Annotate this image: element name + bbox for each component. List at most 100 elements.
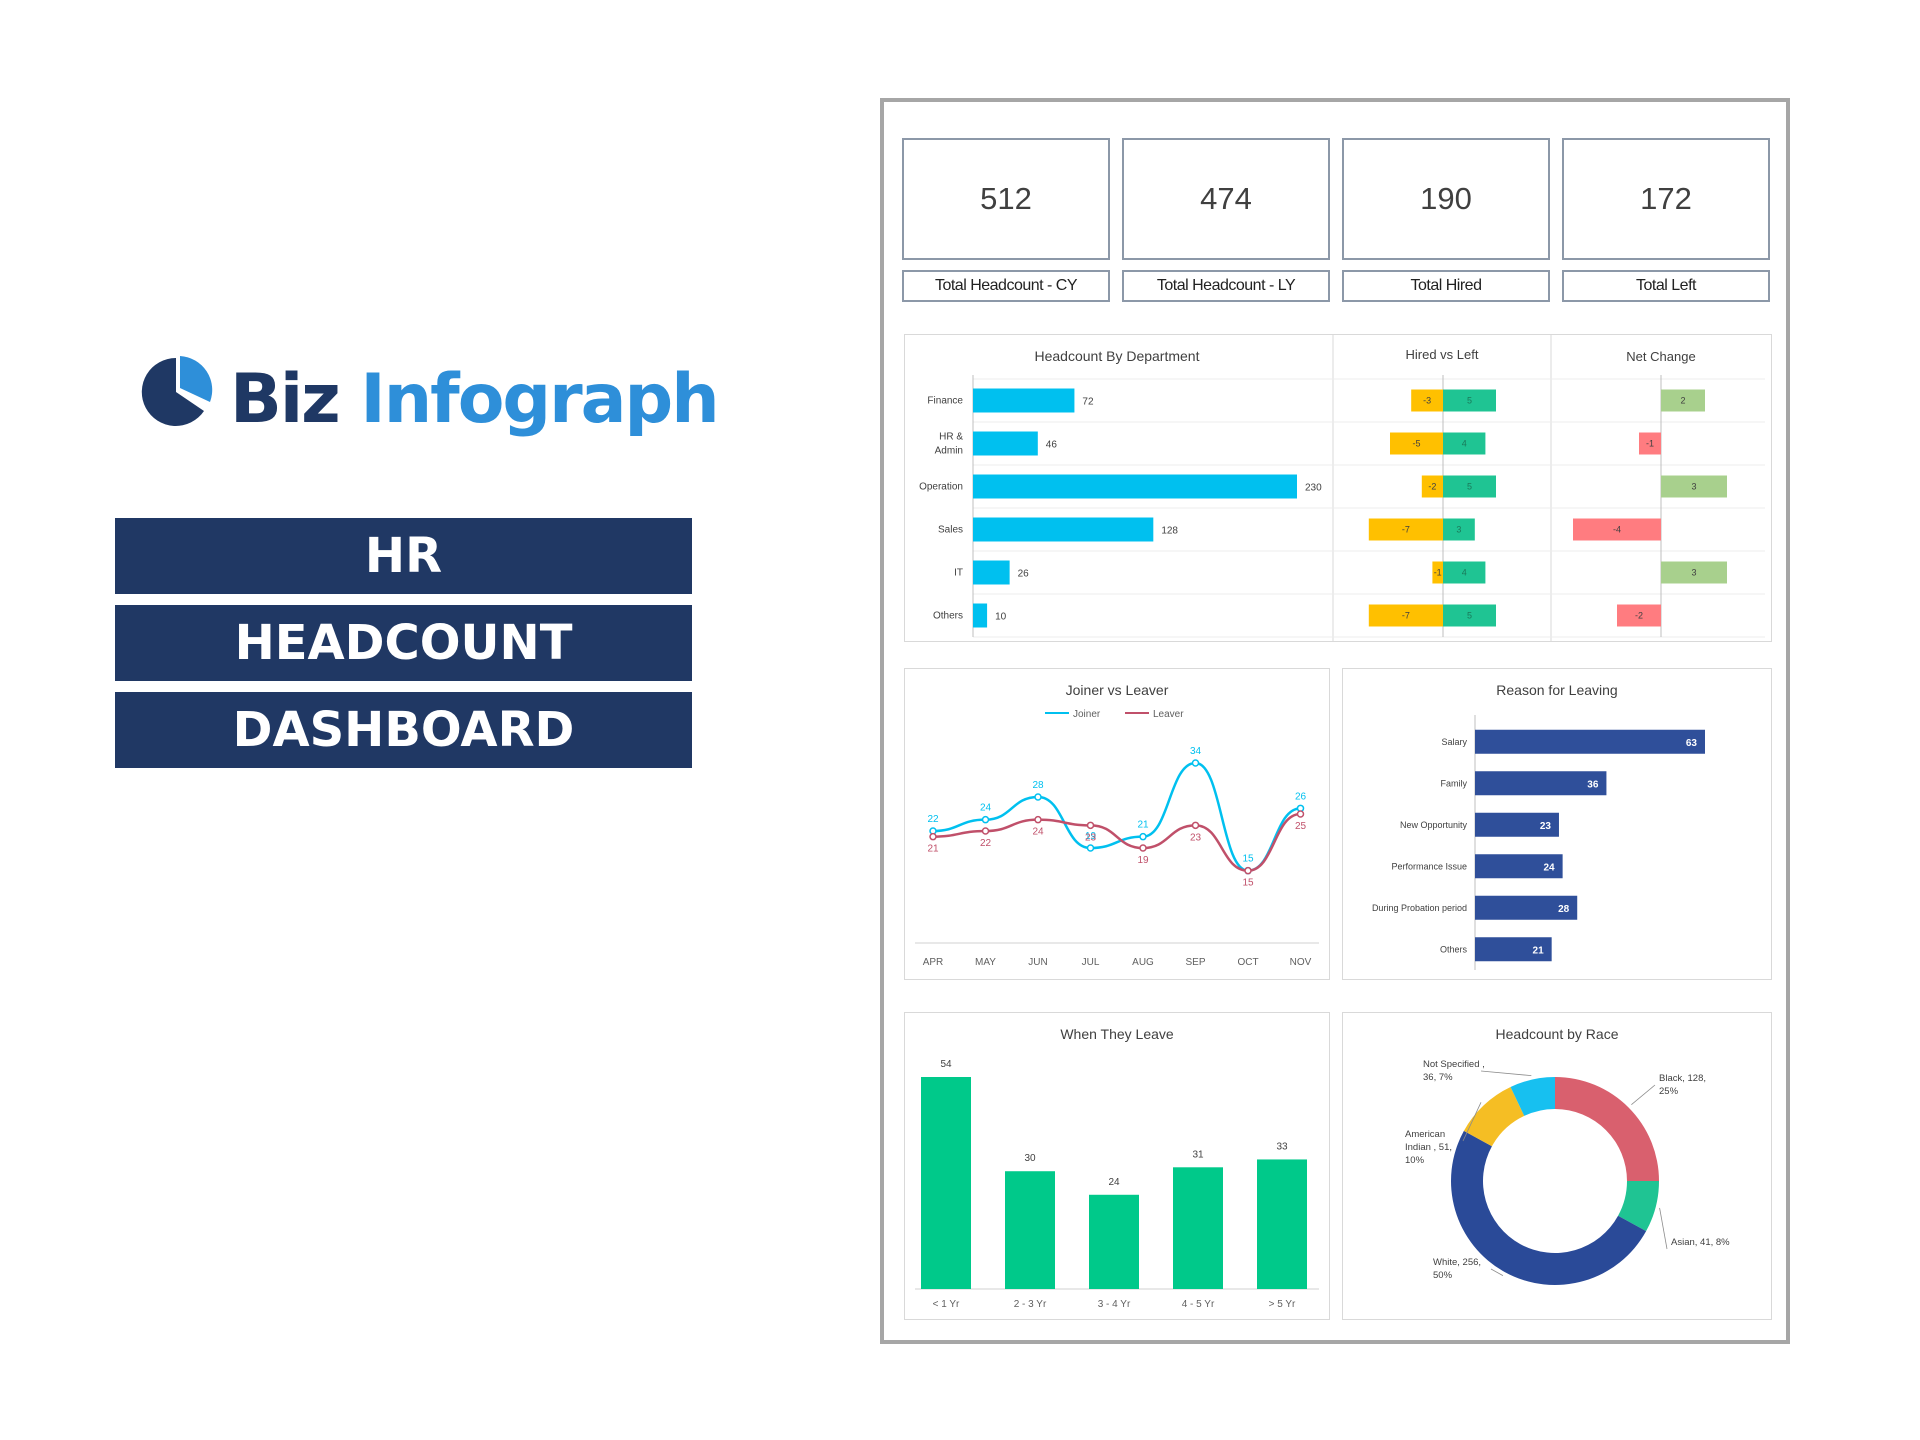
brand-name: Biz Infograph (230, 360, 720, 439)
bar (973, 431, 1038, 456)
bar (1257, 1159, 1307, 1289)
bar (973, 474, 1297, 499)
leader-line (1659, 1207, 1668, 1250)
data-label: 4 (1462, 439, 1467, 449)
data-label: 28 (1032, 780, 1044, 791)
bar (1005, 1171, 1055, 1289)
kpi-value: 474 (1122, 138, 1330, 260)
title-line-hr: HR (115, 518, 692, 594)
data-label: -2 (1635, 611, 1643, 621)
data-label: 19 (1137, 855, 1149, 866)
donut-slice-american-indian (1463, 1086, 1525, 1147)
data-point (929, 832, 937, 841)
donut-slice-white (1451, 1130, 1647, 1285)
slice-label: Black, 128, (1659, 1073, 1706, 1084)
bar (1617, 604, 1661, 627)
bar (1475, 854, 1563, 879)
bar-hired (1443, 561, 1486, 584)
when-leave-chart: When They Leave 54 < 1 Yr 30 2 - 3 Yr 24 3 - 4… (915, 1026, 1319, 1310)
bar (1475, 771, 1607, 796)
pie-logo-icon (141, 356, 213, 426)
category-label: Admin (935, 446, 963, 457)
kpi-label: Total Hired (1342, 270, 1550, 302)
data-label: 19 (1085, 831, 1097, 842)
bar-hired (1443, 604, 1496, 627)
bar (973, 517, 1154, 542)
brand-name-part2: Infograph (360, 360, 719, 439)
data-label: 46 (1046, 440, 1058, 451)
race-panel: Headcount by Race Black, 128, 25% Asian, 41… (1342, 1012, 1772, 1320)
data-label: 3 (1691, 482, 1696, 492)
reason-chart: Reason for Leaving Salary 63 Family 36 New Op… (1372, 682, 1705, 970)
data-point (981, 827, 990, 835)
kpi-label: Total Headcount - CY (902, 270, 1110, 302)
bar-left (1390, 432, 1443, 455)
bar-hired (1443, 389, 1496, 412)
kpi-card: 190 Total Hired (1342, 138, 1550, 302)
data-point (981, 815, 990, 824)
data-label: 21 (1137, 820, 1149, 831)
slice-label: Indian , 51, (1405, 1142, 1452, 1153)
brand-name-part1: Biz (230, 360, 341, 439)
data-point (1191, 759, 1200, 767)
data-label: 28 (1558, 904, 1570, 915)
data-point (1296, 810, 1305, 818)
slice-label: 10% (1405, 1155, 1425, 1166)
data-label: 15 (1242, 878, 1254, 889)
slice-label: 36, 7% (1423, 1072, 1453, 1083)
title-line-headcount: HEADCOUNT (115, 605, 692, 681)
bar (1089, 1194, 1139, 1289)
x-tick-label: 3 - 4 Yr (1098, 1299, 1131, 1310)
bar-hired (1443, 518, 1475, 541)
data-label: 30 (1024, 1153, 1036, 1164)
data-label: -4 (1613, 525, 1621, 535)
category-label: Performance Issue (1391, 861, 1467, 871)
kpi-card: 512 Total Headcount - CY (902, 138, 1110, 302)
slice-label: White, 256, (1433, 1257, 1481, 1268)
category-label: Salary (1441, 737, 1467, 747)
data-label: 36 (1587, 779, 1599, 790)
bar (1573, 518, 1661, 541)
bar (1475, 895, 1578, 920)
reason-panel: Reason for Leaving Salary 63 Family 36 New Op… (1342, 668, 1772, 980)
x-tick-label: JUN (1028, 957, 1047, 968)
data-label: 3 (1691, 568, 1696, 578)
slice-label: Not Specified , (1423, 1059, 1485, 1070)
slice-label: Asian, 41, 8% (1671, 1237, 1730, 1248)
data-label: 24 (1032, 827, 1044, 838)
leader-line (1462, 1102, 1482, 1142)
donut-slice-black (1555, 1077, 1659, 1181)
bar (921, 1077, 971, 1289)
data-label: -5 (1412, 439, 1420, 449)
chart-title: Headcount by Race (1496, 1026, 1619, 1042)
slice-label: 50% (1433, 1270, 1453, 1281)
data-label: 23 (1540, 821, 1552, 832)
bar (1661, 475, 1727, 498)
category-label: Others (1440, 944, 1468, 954)
x-tick-label: > 5 Yr (1269, 1299, 1296, 1310)
data-label: 21 (927, 844, 939, 855)
data-label: 26 (1018, 569, 1030, 580)
bar (1475, 729, 1705, 754)
data-point (1086, 821, 1095, 830)
data-label: -1 (1434, 568, 1442, 578)
bar (973, 560, 1010, 585)
when-leave-panel: When They Leave 54 < 1 Yr 30 2 - 3 Yr 24 3 - 4… (904, 1012, 1330, 1320)
data-point (1191, 821, 1200, 830)
chart-title: When They Leave (1060, 1026, 1174, 1042)
category-label: Finance (927, 396, 963, 407)
data-label: 26 (1295, 791, 1307, 802)
bar (1475, 937, 1552, 962)
bar (1475, 812, 1559, 837)
category-label: HR & (939, 432, 963, 443)
data-label: 33 (1276, 1141, 1288, 1152)
data-label: 5 (1467, 611, 1472, 621)
category-label: Family (1441, 778, 1468, 788)
data-label: 22 (980, 838, 992, 849)
data-point (1139, 832, 1147, 841)
data-label: 25 (1295, 821, 1307, 832)
x-tick-label: OCT (1237, 957, 1258, 968)
data-label: 5 (1467, 396, 1472, 406)
category-label: New Opportunity (1400, 820, 1468, 830)
data-label: 72 (1082, 397, 1094, 408)
